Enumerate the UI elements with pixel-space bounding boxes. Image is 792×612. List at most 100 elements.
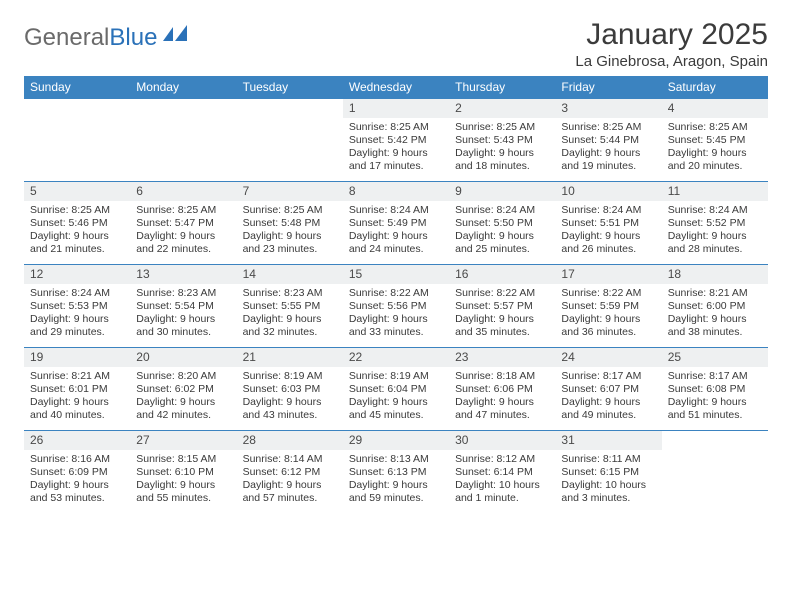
day-number: 10: [555, 182, 661, 201]
sunset-line: Sunset: 6:06 PM: [455, 383, 549, 396]
dow-friday: Friday: [555, 76, 661, 99]
sunset-line: Sunset: 6:04 PM: [349, 383, 443, 396]
day-details: Sunrise: 8:24 AMSunset: 5:52 PMDaylight:…: [662, 201, 768, 261]
day-number: 31: [555, 431, 661, 450]
calendar-day: 26 Sunrise: 8:16 AMSunset: 6:09 PMDayligh…: [24, 431, 130, 513]
calendar-day: 18Sunrise: 8:21 AMSunset: 6:00 PMDayligh…: [662, 265, 768, 347]
calendar-grid: Sunday Monday Tuesday Wednesday Thursday…: [24, 76, 768, 513]
day-number: 8: [343, 182, 449, 201]
sunset-line: Sunset: 5:52 PM: [668, 217, 762, 230]
sunrise-line: Sunrise: 8:21 AM: [668, 287, 762, 300]
calendar-day: 3Sunrise: 8:25 AMSunset: 5:44 PMDaylight…: [555, 99, 661, 181]
day-number: 16: [449, 265, 555, 284]
calendar-day: 17Sunrise: 8:22 AMSunset: 5:59 PMDayligh…: [555, 265, 661, 347]
sunrise-line: Sunrise: 8:22 AM: [349, 287, 443, 300]
calendar-day: 5Sunrise: 8:25 AMSunset: 5:46 PMDaylight…: [24, 182, 130, 264]
sunset-line: Sunset: 6:01 PM: [30, 383, 124, 396]
day-number: 14: [237, 265, 343, 284]
calendar-day: 14Sunrise: 8:23 AMSunset: 5:55 PMDayligh…: [237, 265, 343, 347]
calendar-day: 28Sunrise: 8:14 AMSunset: 6:12 PMDayligh…: [237, 431, 343, 513]
day-number: 24: [555, 348, 661, 367]
day-details: Sunrise: 8:17 AMSunset: 6:07 PMDaylight:…: [555, 367, 661, 427]
calendar-day: 1Sunrise: 8:25 AMSunset: 5:42 PMDaylight…: [343, 99, 449, 181]
calendar-day: 10Sunrise: 8:24 AMSunset: 5:51 PMDayligh…: [555, 182, 661, 264]
sunset-line: Sunset: 5:47 PM: [136, 217, 230, 230]
day-details: Sunrise: 8:12 AMSunset: 6:14 PMDaylight:…: [449, 450, 555, 510]
logo-mark-icon: [163, 20, 191, 48]
day-details: Sunrise: 8:21 AMSunset: 6:01 PMDaylight:…: [24, 367, 130, 427]
logo-word-1: General: [24, 24, 109, 52]
daylight-line: Daylight: 9 hours and 19 minutes.: [561, 147, 655, 173]
daylight-line: Daylight: 9 hours and 38 minutes.: [668, 313, 762, 339]
day-number: 23: [449, 348, 555, 367]
day-number: 28: [237, 431, 343, 450]
daylight-line: Daylight: 9 hours and 20 minutes.: [668, 147, 762, 173]
sunset-line: Sunset: 5:53 PM: [30, 300, 124, 313]
day-details: Sunrise: 8:24 AMSunset: 5:53 PMDaylight:…: [24, 284, 130, 344]
calendar-day: 27Sunrise: 8:15 AMSunset: 6:10 PMDayligh…: [130, 431, 236, 513]
day-details: Sunrise: 8:24 AMSunset: 5:51 PMDaylight:…: [555, 201, 661, 261]
sunrise-line: Sunrise: 8:23 AM: [243, 287, 337, 300]
calendar-day-empty: [130, 99, 236, 181]
day-of-week-header: Sunday Monday Tuesday Wednesday Thursday…: [24, 76, 768, 99]
daylight-line: Daylight: 9 hours and 24 minutes.: [349, 230, 443, 256]
daylight-line: Daylight: 9 hours and 51 minutes.: [668, 396, 762, 422]
daylight-line: Daylight: 9 hours and 47 minutes.: [455, 396, 549, 422]
day-details: Sunrise: 8:21 AMSunset: 6:00 PMDaylight:…: [662, 284, 768, 344]
calendar-page: GeneralBlue January 2025 La Ginebrosa, A…: [0, 0, 792, 531]
daylight-line: Daylight: 10 hours and 3 minutes.: [561, 479, 655, 505]
sunrise-line: Sunrise: 8:17 AM: [668, 370, 762, 383]
day-number: 2: [449, 99, 555, 118]
calendar-week: 1Sunrise: 8:25 AMSunset: 5:42 PMDaylight…: [24, 99, 768, 181]
day-number: 3: [555, 99, 661, 118]
calendar-day-empty: [662, 431, 768, 513]
calendar-day: 6Sunrise: 8:25 AMSunset: 5:47 PMDaylight…: [130, 182, 236, 264]
sunset-line: Sunset: 5:43 PM: [455, 134, 549, 147]
calendar-day: 25Sunrise: 8:17 AMSunset: 6:08 PMDayligh…: [662, 348, 768, 430]
daylight-line: Daylight: 9 hours and 57 minutes.: [243, 479, 337, 505]
day-details: Sunrise: 8:22 AMSunset: 5:56 PMDaylight:…: [343, 284, 449, 344]
sunset-line: Sunset: 5:46 PM: [30, 217, 124, 230]
daylight-line: Daylight: 9 hours and 33 minutes.: [349, 313, 443, 339]
sunset-line: Sunset: 6:07 PM: [561, 383, 655, 396]
title-block: January 2025 La Ginebrosa, Aragon, Spain: [575, 18, 768, 70]
daylight-line: Daylight: 9 hours and 21 minutes.: [30, 230, 124, 256]
logo: GeneralBlue: [24, 18, 191, 52]
sunset-line: Sunset: 5:55 PM: [243, 300, 337, 313]
day-number: 17: [555, 265, 661, 284]
day-number: 11: [662, 182, 768, 201]
sunrise-line: Sunrise: 8:25 AM: [455, 121, 549, 134]
daylight-line: Daylight: 9 hours and 35 minutes.: [455, 313, 549, 339]
day-number: 13: [130, 265, 236, 284]
sunrise-line: Sunrise: 8:24 AM: [668, 204, 762, 217]
day-details: Sunrise: 8:15 AMSunset: 6:10 PMDaylight:…: [130, 450, 236, 510]
day-number: 19: [24, 348, 130, 367]
daylight-line: Daylight: 9 hours and 53 minutes.: [30, 479, 124, 505]
daylight-line: Daylight: 9 hours and 55 minutes.: [136, 479, 230, 505]
sunset-line: Sunset: 5:45 PM: [668, 134, 762, 147]
day-number: 9: [449, 182, 555, 201]
day-number: 15: [343, 265, 449, 284]
sunset-line: Sunset: 6:14 PM: [455, 466, 549, 479]
sunset-line: Sunset: 6:09 PM: [30, 466, 124, 479]
sunset-line: Sunset: 5:49 PM: [349, 217, 443, 230]
day-details: Sunrise: 8:18 AMSunset: 6:06 PMDaylight:…: [449, 367, 555, 427]
calendar-day: 2 Sunrise: 8:25 AMSunset: 5:43 PMDaylight…: [449, 99, 555, 181]
day-number: 25: [662, 348, 768, 367]
sunrise-line: Sunrise: 8:25 AM: [243, 204, 337, 217]
day-number: 6: [130, 182, 236, 201]
sunset-line: Sunset: 5:56 PM: [349, 300, 443, 313]
daylight-line: Daylight: 9 hours and 22 minutes.: [136, 230, 230, 256]
calendar-day: 31Sunrise: 8:11 AMSunset: 6:15 PMDayligh…: [555, 431, 661, 513]
sunrise-line: Sunrise: 8:16 AM: [30, 453, 124, 466]
daylight-line: Daylight: 9 hours and 17 minutes.: [349, 147, 443, 173]
sunrise-line: Sunrise: 8:12 AM: [455, 453, 549, 466]
day-number: 26: [24, 431, 130, 450]
sunrise-line: Sunrise: 8:22 AM: [561, 287, 655, 300]
calendar-day: 16Sunrise: 8:22 AMSunset: 5:57 PMDayligh…: [449, 265, 555, 347]
calendar-day: 4Sunrise: 8:25 AMSunset: 5:45 PMDaylight…: [662, 99, 768, 181]
day-details: Sunrise: 8:25 AMSunset: 5:46 PMDaylight:…: [24, 201, 130, 261]
daylight-line: Daylight: 9 hours and 18 minutes.: [455, 147, 549, 173]
calendar-day-empty: [24, 99, 130, 181]
sunset-line: Sunset: 6:13 PM: [349, 466, 443, 479]
